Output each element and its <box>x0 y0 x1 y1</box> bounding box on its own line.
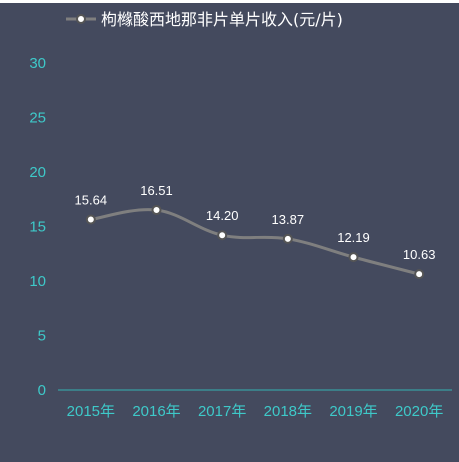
y-tick-label: 15 <box>29 219 46 236</box>
data-point <box>414 269 425 280</box>
data-label: 16.51 <box>140 183 173 198</box>
data-label: 13.87 <box>272 212 305 227</box>
data-point <box>348 252 359 263</box>
data-label: 12.19 <box>337 230 370 245</box>
data-label: 15.64 <box>75 193 108 208</box>
x-tick-label: 2018年 <box>264 403 312 420</box>
x-tick-label: 2019年 <box>329 403 377 420</box>
y-tick-label: 0 <box>38 382 46 399</box>
y-tick-label: 20 <box>29 164 46 181</box>
data-point <box>217 230 228 241</box>
chart-background <box>0 3 459 462</box>
legend-marker-swatch <box>76 14 86 24</box>
data-label: 10.63 <box>403 247 436 262</box>
y-tick-label: 5 <box>38 328 46 345</box>
data-point <box>151 205 162 216</box>
y-tick-label: 30 <box>29 55 46 72</box>
y-tick-label: 25 <box>29 110 46 127</box>
line-chart: 枸橼酸西地那非片单片收入(元/片) 0 5 10 15 20 25 30 2015年 2016… <box>0 3 459 462</box>
x-tick-label: 2015年 <box>67 403 115 420</box>
legend-label: 枸橼酸西地那非片单片收入(元/片) <box>101 10 343 29</box>
data-point <box>85 214 96 225</box>
legend: 枸橼酸西地那非片单片收入(元/片) <box>66 10 343 29</box>
series-markers <box>85 205 425 280</box>
x-axis-ticks: 2015年 2016年 2017年 2018年 2019年 2020年 <box>67 403 444 420</box>
x-tick-label: 2017年 <box>198 403 246 420</box>
y-axis-ticks: 0 5 10 15 20 25 30 <box>29 55 46 399</box>
x-tick-label: 2016年 <box>132 403 180 420</box>
data-label: 14.20 <box>206 208 239 223</box>
data-labels: 15.64 16.51 14.20 13.87 12.19 10.63 <box>75 183 436 262</box>
series-line <box>90 208 420 276</box>
y-tick-label: 10 <box>29 273 46 290</box>
data-point <box>282 233 293 244</box>
x-tick-label: 2020年 <box>395 403 443 420</box>
